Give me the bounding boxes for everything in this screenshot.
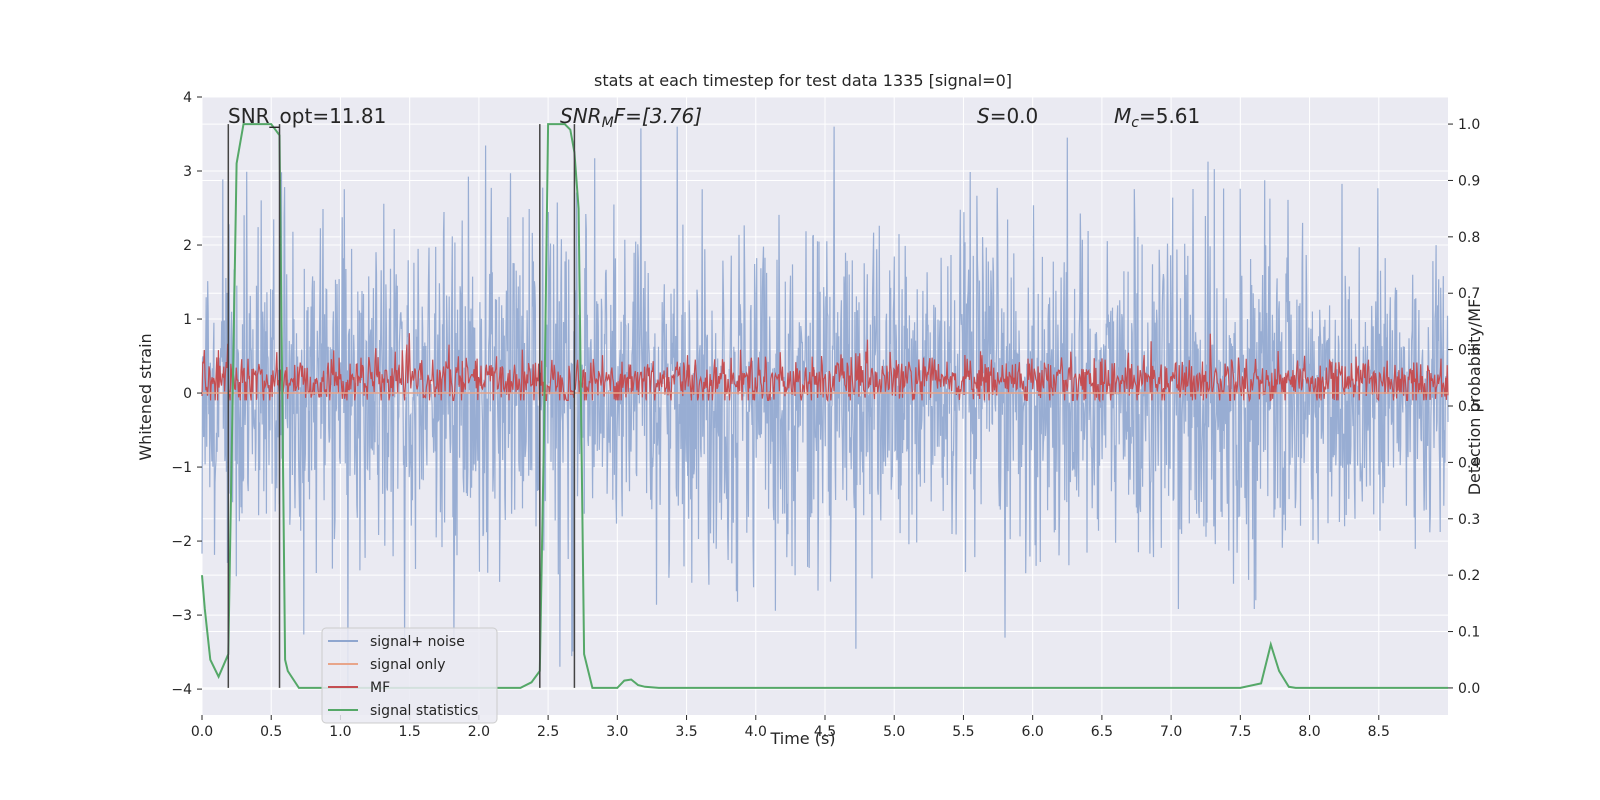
x-tick-label: 5.5 xyxy=(952,724,974,740)
legend-label-signal-noise: signal+ noise xyxy=(370,634,465,650)
y-left-tick-label: 4 xyxy=(183,90,192,106)
legend-frame xyxy=(321,627,498,724)
legend-label-mf: MF xyxy=(370,680,390,696)
legend-label-signal-statistics: signal statistics xyxy=(370,703,478,719)
y-right-tick-label: 0.7 xyxy=(1458,286,1480,302)
chart-title: stats at each timestep for test data 133… xyxy=(594,71,1012,90)
y-left-tick-label: 0 xyxy=(183,386,192,402)
x-tick-label: 5.0 xyxy=(883,724,905,740)
y-right-tick-label: 0.9 xyxy=(1458,173,1480,189)
x-tick-label: 3.0 xyxy=(606,724,628,740)
y-right-tick-label: 0.6 xyxy=(1458,343,1480,359)
y-right-tick-label: 0.8 xyxy=(1458,230,1480,246)
series-signal-noise xyxy=(201,126,1449,690)
y-right-tick-label: 0.4 xyxy=(1458,455,1480,471)
y-left-tick-label: 2 xyxy=(183,238,192,254)
x-axis-label: Time (s) xyxy=(769,729,835,748)
x-tick-label: 8.5 xyxy=(1368,724,1390,740)
y-right-tick-label: 0.1 xyxy=(1458,625,1480,641)
y-axis-right-ticks: 1.0 0.9 0.8 0.7 0.6 0.5 0.4 0.3 0.2 0.1 0.0 xyxy=(1448,117,1480,697)
x-tick-label: 2.5 xyxy=(537,724,559,740)
annotation-mc: Mc=5.61 xyxy=(1114,104,1200,131)
y-left-tick-label: −4 xyxy=(171,682,192,698)
x-tick-label: 2.0 xyxy=(468,724,490,740)
annotation-snr-opt: SNR_opt=11.81 xyxy=(228,104,386,128)
x-tick-label: 6.0 xyxy=(1022,724,1044,740)
annotation-s: S=0.0 xyxy=(977,104,1038,128)
x-tick-label: 7.0 xyxy=(1160,724,1182,740)
x-tick-label: 4.5 xyxy=(814,724,836,740)
y-axis-right-label: Detection probability/MF xyxy=(1465,299,1484,496)
line-signal-noise xyxy=(201,126,1449,690)
y-left-tick-label: −2 xyxy=(171,534,192,550)
x-tick-label: 7.5 xyxy=(1229,724,1251,740)
annotation-snr-mf: SNRMF=[3.76] xyxy=(560,104,702,131)
legend-label-signal-only: signal only xyxy=(370,657,445,673)
y-axis-left-label: Whitened strain xyxy=(136,333,155,460)
x-tick-label: 1.5 xyxy=(399,724,421,740)
y-right-tick-label: 1.0 xyxy=(1458,117,1480,133)
y-right-tick-label: 0.2 xyxy=(1458,568,1480,584)
x-tick-label: 3.5 xyxy=(675,724,697,740)
y-right-tick-label: 0.0 xyxy=(1458,681,1480,697)
y-left-tick-label: −1 xyxy=(171,460,192,476)
y-left-tick-label: −3 xyxy=(171,608,192,624)
line-signal-statistics xyxy=(201,123,1448,689)
vertical-markers xyxy=(227,124,576,688)
series-signal-statistics xyxy=(201,123,1448,689)
line-mf xyxy=(201,333,1449,403)
x-tick-label: 6.5 xyxy=(1091,724,1113,740)
x-tick-label: 8.0 xyxy=(1298,724,1320,740)
y-axis-left-ticks: 4 3 2 1 0 −1 −2 −3 −4 xyxy=(171,90,202,698)
y-left-tick-label: 3 xyxy=(183,164,192,180)
x-tick-label: 0.0 xyxy=(191,724,213,740)
legend: signal+ noise signal only MF signal stat… xyxy=(321,627,498,724)
x-tick-label: 4.0 xyxy=(745,724,767,740)
x-tick-label: 0.5 xyxy=(260,724,282,740)
series-mf xyxy=(201,333,1449,403)
x-axis-ticks: 0.0 0.5 1.0 1.5 2.0 2.5 3.0 3.5 4.0 4.5 5.0 5.5 6.0 6… xyxy=(191,715,1390,740)
y-left-tick-label: 1 xyxy=(183,312,192,328)
y-right-tick-label: 0.5 xyxy=(1458,399,1480,415)
x-tick-label: 1.0 xyxy=(329,724,351,740)
y-right-tick-label: 0.3 xyxy=(1458,512,1480,528)
